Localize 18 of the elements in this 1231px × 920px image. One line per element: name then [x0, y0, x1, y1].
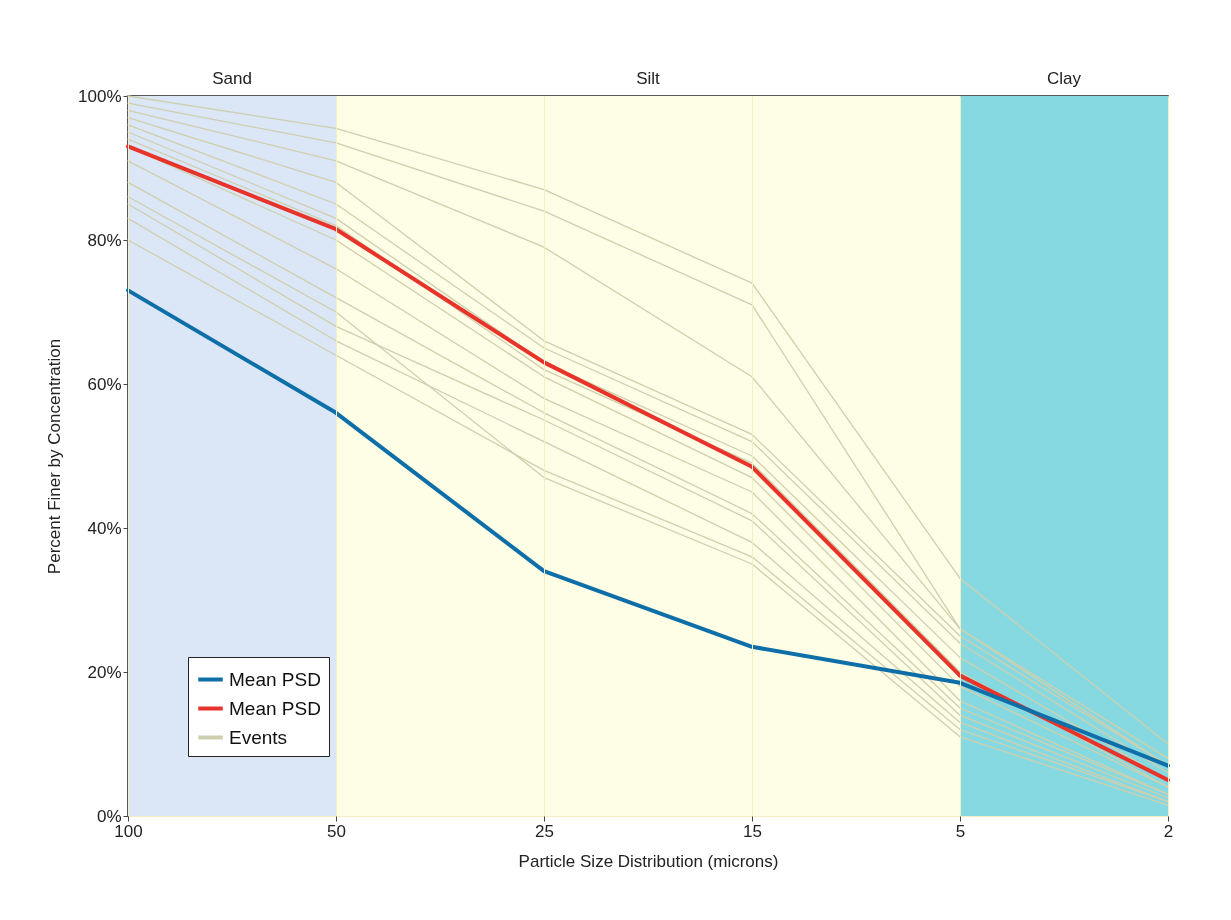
band-label: Sand	[212, 69, 252, 88]
y-tick-label: 80%	[87, 230, 122, 250]
x-axis-title: Particle Size Distribution (microns)	[518, 851, 779, 871]
legend-label: Mean PSD	[229, 668, 321, 690]
legend-label: Events	[229, 726, 288, 748]
band-label: Silt	[636, 69, 661, 88]
y-tick-label: 40%	[87, 518, 122, 538]
band-label: Clay	[1046, 69, 1082, 88]
y-tick-label: 100%	[78, 86, 122, 106]
legend-label: Mean PSD	[229, 697, 321, 719]
x-tick-label: 50	[327, 821, 346, 841]
y-axis-title: Percent Finer by Concentration	[45, 338, 65, 575]
x-tick-label: 15	[743, 821, 762, 841]
x-tick-label: 2	[1163, 821, 1174, 841]
x-tick-label: 5	[955, 821, 966, 841]
y-tick-label: 20%	[87, 662, 122, 682]
x-tick-label: 25	[535, 821, 554, 841]
y-tick-label: 60%	[87, 374, 122, 394]
